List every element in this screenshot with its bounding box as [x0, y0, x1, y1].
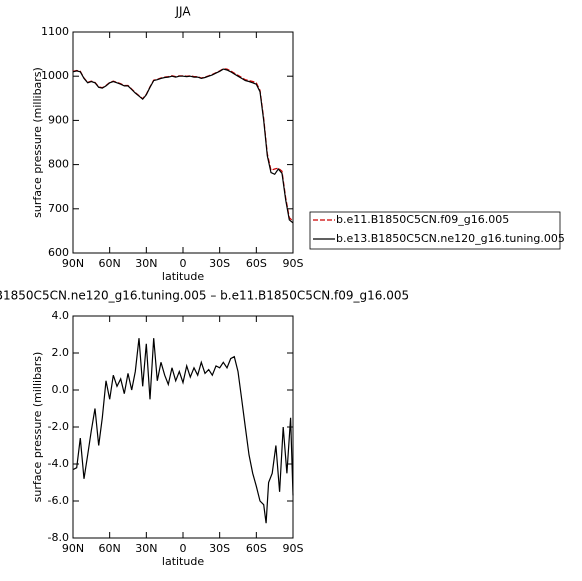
y-tick-label: 800: [48, 158, 69, 171]
x-tick-label: 30N: [135, 257, 157, 270]
x-axis-label: latitude: [162, 555, 204, 568]
x-tick-label: 30S: [209, 542, 230, 555]
chart-title: b.e13.B1850C5CN.ne120_g16.tuning.005 – b…: [0, 289, 409, 303]
y-tick-label: 700: [48, 202, 69, 215]
x-tick-label: 30S: [209, 257, 230, 270]
data-line: [72, 68, 294, 222]
legend-label: b.e11.B1850C5CN.f09_g16.005: [336, 213, 509, 226]
data-line: [72, 338, 294, 524]
y-tick-label: -6.0: [48, 494, 69, 507]
y-tick-label: 2.0: [52, 346, 70, 359]
y-tick-label: 600: [48, 246, 69, 259]
y-tick-label: -4.0: [48, 457, 69, 470]
x-tick-label: 0: [180, 542, 187, 555]
x-tick-label: 60S: [246, 257, 267, 270]
y-tick-label: 0.0: [52, 383, 70, 396]
plot-frame: [72, 315, 294, 539]
x-tick-label: 90S: [283, 257, 304, 270]
y-axis-label: surface pressure (millibars): [31, 67, 44, 218]
y-axis-label: surface pressure (millibars): [31, 352, 44, 503]
data-line: [72, 68, 294, 224]
x-tick-label: 60N: [99, 257, 121, 270]
plot-frame: [72, 31, 294, 254]
y-tick-label: -8.0: [48, 531, 69, 544]
y-tick-label: 1100: [41, 25, 69, 38]
x-tick-label: 60N: [99, 542, 121, 555]
x-tick-label: 60S: [246, 542, 267, 555]
x-tick-label: 30N: [135, 542, 157, 555]
legend-label: b.e13.B1850C5CN.ne120_g16.tuning.005: [336, 232, 565, 245]
x-axis-label: latitude: [162, 270, 204, 283]
chart-title: JJA: [174, 5, 191, 19]
y-tick-label: 4.0: [52, 309, 70, 322]
x-tick-label: 90N: [62, 257, 84, 270]
y-tick-label: 900: [48, 113, 69, 126]
y-tick-label: -2.0: [48, 420, 69, 433]
x-tick-label: 90S: [283, 542, 304, 555]
x-tick-label: 90N: [62, 542, 84, 555]
x-tick-label: 0: [180, 257, 187, 270]
legend-box: [309, 211, 561, 250]
y-tick-label: 1000: [41, 69, 69, 82]
